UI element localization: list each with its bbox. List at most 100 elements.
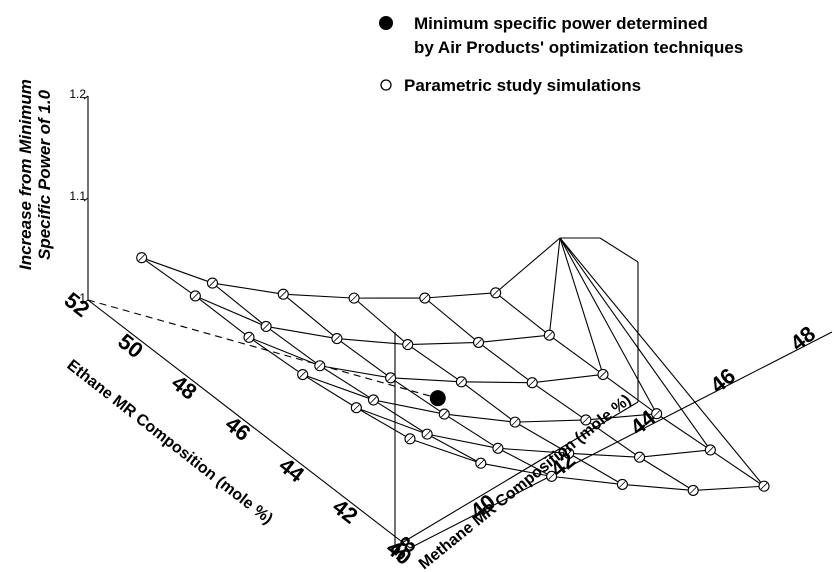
- grid-line: [319, 365, 391, 379]
- simulation-point-hatch: [475, 339, 482, 346]
- grid-line: [585, 413, 657, 421]
- grid-line: [568, 452, 640, 458]
- ethane-tick-label: 42: [328, 494, 363, 529]
- grid-line: [283, 293, 355, 299]
- simulation-point-hatch: [477, 459, 485, 467]
- simulation-point: [490, 287, 502, 299]
- minimum-point-marker: [429, 390, 446, 407]
- legend-filled-marker: [379, 16, 393, 30]
- grid-line: [639, 456, 694, 491]
- grid-line: [426, 433, 482, 464]
- grid-line: [622, 483, 694, 491]
- simulation-point-hatch: [440, 410, 448, 418]
- z-tick-mark: [83, 95, 89, 100]
- grid-line: [424, 297, 479, 343]
- minimum-point: [429, 390, 446, 407]
- grid-line: [302, 374, 357, 409]
- simulation-point-hatch: [209, 279, 216, 287]
- simulation-point: [421, 428, 433, 440]
- simulation-point: [297, 369, 309, 381]
- grid-line: [353, 297, 409, 345]
- grid-line: [390, 377, 462, 383]
- simulation-point: [633, 451, 646, 463]
- grid-line-apex: [559, 237, 765, 487]
- grid-line: [336, 338, 391, 379]
- grid-line: [266, 325, 338, 340]
- grid-line: [443, 413, 499, 449]
- grid-line: [602, 373, 657, 415]
- simulation-point: [419, 292, 431, 304]
- simulation-point: [189, 290, 201, 302]
- z-tick-label: 1.1: [69, 189, 86, 203]
- simulation-point: [367, 394, 380, 406]
- grid-line: [495, 292, 550, 336]
- grid-line: [480, 462, 552, 477]
- legend-label-min-line1: Minimum specific power determined: [414, 14, 708, 33]
- legend: Minimum specific power determined by Air…: [379, 14, 743, 95]
- simulation-point: [385, 372, 397, 384]
- simulation-point: [206, 277, 219, 289]
- grid-line: [461, 381, 533, 384]
- simulation-point-hatch: [760, 482, 768, 490]
- grid-line: [265, 326, 321, 367]
- grid-line: [478, 341, 533, 384]
- grid-line: [390, 377, 445, 415]
- simulation-point-hatch: [333, 335, 341, 342]
- simulation-point-hatch: [138, 254, 145, 261]
- simulation-point-hatch: [494, 445, 502, 452]
- grid-line: [356, 407, 428, 435]
- block-slope-edge: [599, 237, 639, 263]
- simulation-point: [492, 442, 504, 454]
- grid-line: [195, 295, 267, 327]
- grid-line: [409, 438, 481, 464]
- simulation-point: [597, 368, 609, 380]
- simulation-point: [331, 333, 343, 345]
- simulation-point: [350, 402, 362, 414]
- simulation-point-hatch: [406, 435, 414, 443]
- simulation-point-hatch: [653, 410, 660, 418]
- legend-label-min-line2: by Air Products' optimization techniques: [414, 38, 743, 57]
- simulation-point: [475, 457, 487, 469]
- simulation-point: [546, 470, 558, 482]
- simulation-point: [616, 478, 628, 490]
- grid-line: [282, 293, 338, 339]
- grid-line: [444, 413, 516, 423]
- grid-line: [212, 282, 284, 295]
- z-axis-title: Increase from Minimum Specific Power of …: [16, 79, 54, 270]
- grid-line-apex: [495, 237, 561, 294]
- simulation-point-hatch: [582, 416, 590, 424]
- simulation-point: [260, 320, 272, 332]
- simulation-point: [348, 292, 360, 304]
- simulation-point: [402, 339, 414, 351]
- methane-tick-label: 48: [785, 321, 820, 356]
- grid-line: [515, 419, 586, 423]
- simulation-point: [314, 360, 326, 372]
- methane-tick-label: 46: [705, 363, 740, 398]
- simulation-point-hatch: [279, 290, 287, 298]
- floor-edge-ethane: [87, 299, 411, 549]
- simulation-point-hatch: [458, 378, 465, 386]
- simulation-point: [509, 416, 521, 428]
- ethane-tick-label: 46: [221, 411, 256, 446]
- surface-grid: [141, 237, 765, 491]
- simulation-point-hatch: [353, 404, 360, 412]
- grid-line: [356, 407, 411, 440]
- simulation-point-hatch: [370, 396, 377, 404]
- simulation-point-hatch: [619, 481, 626, 488]
- simulation-point: [526, 377, 538, 389]
- ethane-tick-label: 52: [60, 287, 95, 322]
- chart-frame: [87, 96, 833, 549]
- simulation-point: [455, 376, 467, 388]
- grid-line: [568, 452, 623, 485]
- z-tick-mark: [83, 197, 89, 202]
- ethane-tick-label: 44: [274, 452, 309, 487]
- simulation-point-hatch: [548, 473, 555, 480]
- grid-line: [531, 382, 587, 421]
- grid-line: [424, 292, 496, 299]
- simulation-point-hatch: [636, 453, 643, 461]
- simulation-point-hatch: [421, 294, 429, 302]
- legend-label-sim: Parametric study simulations: [404, 76, 641, 95]
- grid-line: [693, 485, 765, 491]
- simulation-point-hatch: [299, 371, 306, 378]
